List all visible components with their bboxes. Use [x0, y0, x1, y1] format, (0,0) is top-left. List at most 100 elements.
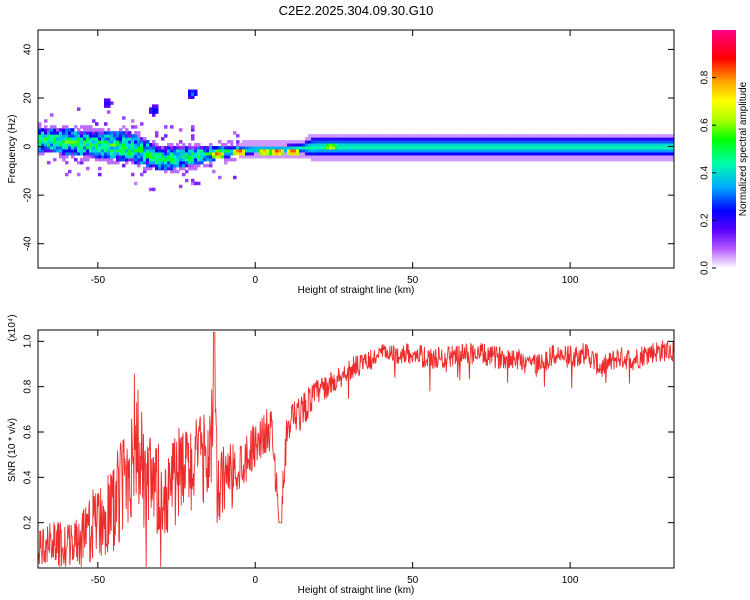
- heat-cell: [569, 146, 573, 150]
- heat-cell: [65, 154, 69, 159]
- heat-cell: [638, 140, 642, 144]
- heat-cell: [659, 154, 663, 159]
- heat-cell: [377, 134, 381, 138]
- heat-cell: [437, 140, 441, 144]
- heat-cell: [83, 134, 87, 138]
- heat-cell: [227, 154, 231, 159]
- heat-cell: [500, 154, 504, 159]
- heat-cell: [98, 157, 102, 162]
- heat-cell: [548, 154, 552, 159]
- heat-cell: [539, 157, 543, 162]
- heat-cell: [68, 149, 72, 153]
- heat-cell: [638, 146, 642, 150]
- heat-cell: [446, 154, 450, 159]
- heat-cell: [485, 146, 489, 150]
- heat-cell: [524, 154, 528, 159]
- heat-cell: [161, 157, 165, 162]
- heat-cell: [395, 137, 399, 141]
- heat-cell: [77, 146, 81, 150]
- heat-cell: [647, 134, 651, 138]
- heat-cell: [53, 140, 57, 144]
- heat-cell: [464, 146, 468, 150]
- heat-cell: [365, 137, 369, 141]
- heat-cell: [101, 146, 105, 150]
- y-tick-label: 20: [23, 92, 34, 104]
- heat-cell: [596, 134, 600, 138]
- heat-cell: [104, 140, 108, 144]
- heat-cell: [404, 149, 408, 153]
- heat-cell: [86, 154, 90, 159]
- heat-cell: [638, 137, 642, 141]
- heat-cell: [626, 137, 630, 141]
- heat-cell: [137, 157, 141, 162]
- heat-cell: [590, 134, 594, 138]
- heat-cell: [167, 151, 171, 156]
- heat-cell: [350, 146, 354, 150]
- heat-cell: [233, 175, 237, 180]
- heat-cell: [455, 143, 459, 147]
- heat-cell: [503, 140, 507, 144]
- heat-cell: [221, 151, 225, 156]
- spectrogram-heatmap: [38, 89, 674, 192]
- heat-cell: [356, 140, 360, 144]
- heat-cell: [416, 137, 420, 141]
- heat-cell: [347, 146, 351, 150]
- heat-cell: [212, 154, 216, 159]
- heat-cell: [320, 157, 324, 162]
- heat-cell: [671, 151, 674, 156]
- heat-cell: [551, 143, 555, 147]
- heat-cell: [644, 157, 648, 162]
- heat-cell: [224, 154, 228, 159]
- heat-cell: [245, 154, 249, 159]
- heat-cell: [368, 134, 372, 138]
- heat-cell: [569, 149, 573, 153]
- heat-cell: [122, 140, 126, 144]
- heat-cell: [473, 151, 477, 156]
- heat-cell: [218, 140, 222, 144]
- heat-cell: [530, 146, 534, 150]
- heat-cell: [311, 134, 315, 138]
- heat-cell: [314, 151, 318, 156]
- heat-cell: [275, 151, 279, 156]
- heat-cell: [425, 140, 429, 144]
- heat-cell: [383, 149, 387, 153]
- heat-cell: [146, 166, 150, 171]
- heat-cell: [107, 134, 111, 138]
- heat-cell: [500, 149, 504, 153]
- heat-cell: [461, 137, 465, 141]
- heat-cell: [143, 160, 147, 165]
- heat-cell: [353, 140, 357, 144]
- heat-cell: [488, 134, 492, 138]
- heat-cell: [341, 137, 345, 141]
- heat-cell: [428, 140, 432, 144]
- heat-cell: [134, 154, 138, 159]
- heat-cell: [590, 140, 594, 144]
- heat-cell: [167, 146, 171, 150]
- heat-cell: [386, 137, 390, 141]
- heat-cell: [422, 143, 426, 147]
- heat-cell: [398, 154, 402, 159]
- heat-cell: [233, 149, 237, 153]
- heat-cell: [146, 163, 150, 168]
- heat-cell: [551, 137, 555, 141]
- heat-cell: [275, 154, 279, 159]
- heat-cell: [341, 140, 345, 144]
- heat-cell: [524, 137, 528, 141]
- heat-cell: [176, 163, 180, 168]
- heat-cell: [629, 151, 633, 156]
- heat-cell: [620, 149, 624, 153]
- heat-cell: [593, 134, 597, 138]
- heat-cell: [80, 125, 84, 129]
- heat-cell: [38, 128, 42, 132]
- heat-cell: [506, 149, 510, 153]
- heat-cell: [530, 143, 534, 147]
- heat-cell: [323, 151, 327, 156]
- heat-cell: [491, 154, 495, 159]
- heat-cell: [602, 140, 606, 144]
- heat-cell: [167, 154, 171, 159]
- heat-cell: [284, 154, 288, 159]
- heat-cell: [152, 113, 156, 117]
- heat-cell: [137, 149, 141, 153]
- heat-cell: [470, 143, 474, 147]
- heat-cell: [251, 146, 255, 150]
